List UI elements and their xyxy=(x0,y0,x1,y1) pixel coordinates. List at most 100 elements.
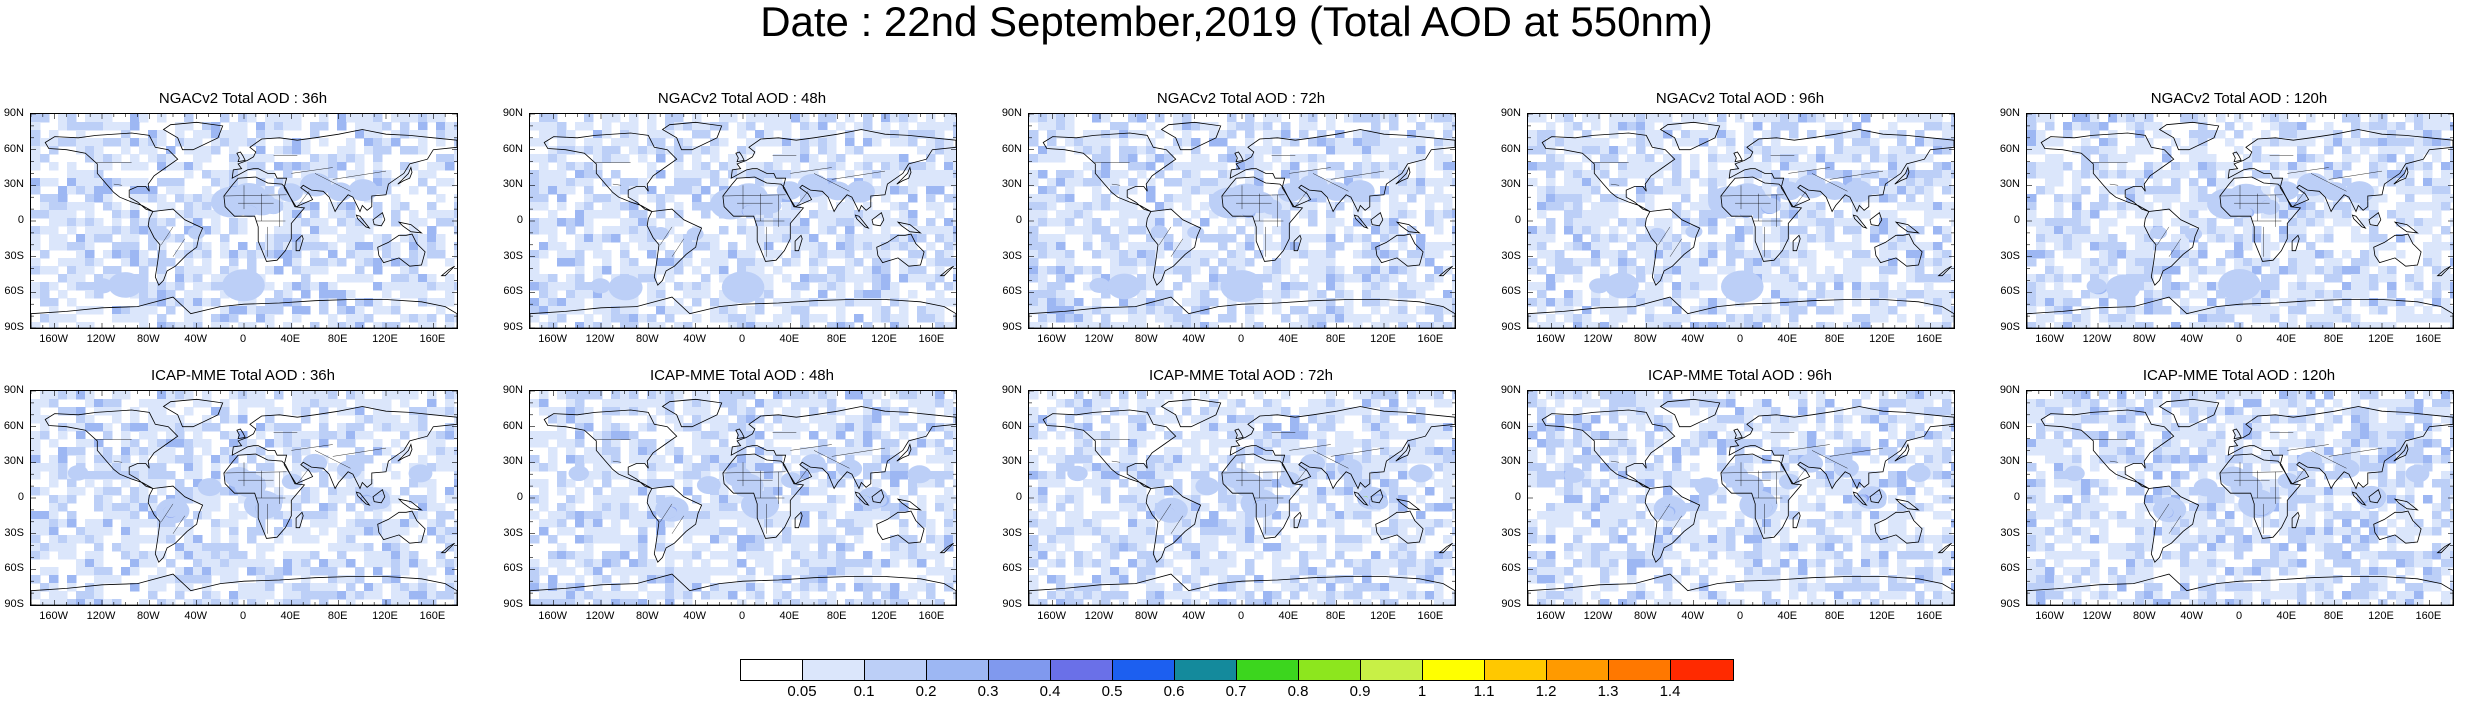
aod-cell xyxy=(382,138,392,147)
aod-cell xyxy=(1371,114,1381,123)
aod-cell xyxy=(1272,226,1282,235)
aod-cell xyxy=(418,234,428,243)
aod-cell xyxy=(1888,258,1898,267)
aod-cell xyxy=(1879,298,1889,307)
aod-cell xyxy=(2216,258,2226,267)
aod-cell xyxy=(1735,314,1745,323)
aod-cell xyxy=(872,290,882,299)
aod-cell xyxy=(899,242,909,251)
aod-cell xyxy=(292,282,302,291)
aod-cell xyxy=(2081,210,2091,219)
aod-cell xyxy=(2342,210,2352,219)
lon-label: 80E xyxy=(826,333,847,345)
aod-cell xyxy=(1047,282,1057,291)
aod-cell xyxy=(1744,170,1754,179)
aod-cell xyxy=(1362,274,1372,283)
lat-label: 60N xyxy=(502,142,523,155)
aod-cell xyxy=(1645,122,1655,131)
aod-cell xyxy=(602,250,612,259)
aod-cell xyxy=(629,194,639,203)
aod-cell xyxy=(2279,226,2289,235)
aod-cell xyxy=(2234,242,2244,251)
aod-cell xyxy=(49,210,59,219)
aod-cell xyxy=(746,170,756,179)
aod-cell xyxy=(1573,186,1583,195)
aod-cell xyxy=(2171,170,2181,179)
aod-cell xyxy=(2162,282,2172,291)
aod-cell xyxy=(1398,178,1408,187)
aod-cell xyxy=(2081,146,2091,155)
aod-cell xyxy=(427,250,437,259)
aod-cell xyxy=(184,250,194,259)
aod-cell xyxy=(1362,202,1372,211)
aod-cell xyxy=(629,138,639,147)
aod-cell xyxy=(665,218,675,227)
aod-cell xyxy=(746,258,756,267)
aod-cell xyxy=(1182,114,1192,123)
aod-cell xyxy=(2252,154,2262,163)
aod-cell xyxy=(202,130,212,139)
aod-cell xyxy=(2432,186,2442,195)
aod-cell xyxy=(1627,258,1637,267)
aod-cell xyxy=(1416,154,1426,163)
aod-cell xyxy=(2396,218,2406,227)
aod-cell xyxy=(1317,258,1327,267)
aod-cell xyxy=(764,210,774,219)
aod-cell xyxy=(2351,130,2361,139)
aod-cell xyxy=(2261,306,2271,315)
aod-cell xyxy=(1101,154,1111,163)
aod-cell xyxy=(800,122,810,131)
aod-cell xyxy=(2171,194,2181,203)
aod-cell xyxy=(1834,274,1844,283)
aod-cell xyxy=(2324,234,2334,243)
aod-cell xyxy=(557,282,567,291)
aod-cell xyxy=(692,194,702,203)
aod-cell xyxy=(1834,146,1844,155)
aod-cell xyxy=(1933,162,1943,171)
aod-cell xyxy=(530,298,540,307)
aod-cell xyxy=(2288,138,2298,147)
country-border xyxy=(813,173,850,192)
aod-cell xyxy=(76,138,86,147)
aod-cell xyxy=(1726,138,1736,147)
aod-cell xyxy=(692,314,702,323)
aod-cell xyxy=(2126,202,2136,211)
aod-cell xyxy=(1299,266,1309,275)
aod-cell xyxy=(593,146,603,155)
aod-cell xyxy=(1663,242,1673,251)
aod-cell xyxy=(584,162,594,171)
aod-cell xyxy=(575,266,585,275)
aod-cell xyxy=(193,218,203,227)
aod-cell xyxy=(602,194,612,203)
aod-cell xyxy=(1537,130,1547,139)
aod-cell xyxy=(2261,250,2271,259)
aod-cell xyxy=(1425,258,1435,267)
aod-cell xyxy=(1636,122,1646,131)
aod-cell xyxy=(1254,298,1264,307)
aod-cell xyxy=(908,138,918,147)
coastline xyxy=(735,151,745,163)
aod-cell xyxy=(2405,194,2415,203)
aod-cell xyxy=(2135,274,2145,283)
aod-cell xyxy=(1852,122,1862,131)
aod-cell xyxy=(1735,242,1745,251)
aod-cell xyxy=(67,210,77,219)
aod-cell xyxy=(1591,186,1601,195)
aod-cell xyxy=(1326,306,1336,315)
aod-cell xyxy=(1528,138,1538,147)
aod-cell xyxy=(1663,322,1673,328)
aod-cell xyxy=(67,274,77,283)
aod-cell xyxy=(2198,154,2208,163)
aod-cell xyxy=(1245,306,1255,315)
aod-cell xyxy=(67,138,77,147)
aod-cell xyxy=(2189,130,2199,139)
aod-cell xyxy=(409,266,419,275)
aod-cell xyxy=(2450,250,2453,259)
aod-cell xyxy=(1443,194,1453,203)
aod-cell xyxy=(1852,266,1862,275)
aod-cell xyxy=(611,314,621,323)
coastline xyxy=(1644,208,1701,286)
aod-cell xyxy=(373,114,383,123)
aod-cell xyxy=(1218,178,1228,187)
aod-cell xyxy=(2288,306,2298,315)
